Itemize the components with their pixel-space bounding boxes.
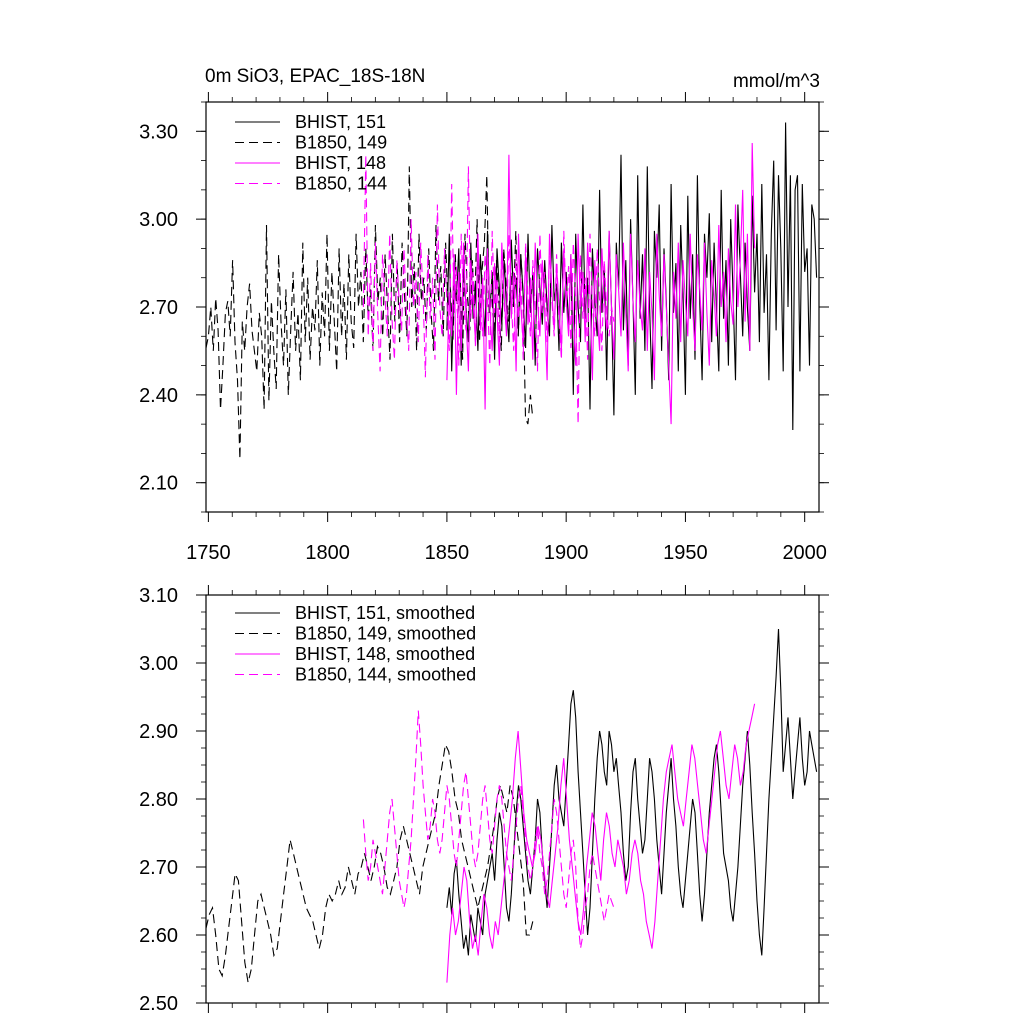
panel-top-title: 0m SiO3, EPAC_18S-18N: [205, 66, 425, 87]
panel-top: 0m SiO3, EPAC_18S-18N mmol/m^3 2.102.402…: [139, 66, 829, 564]
y-tick-label-bottom: 3.00: [139, 653, 178, 675]
y-tick-label-bottom: 2.70: [139, 857, 178, 879]
y-tick-label-top: 3.30: [139, 121, 178, 143]
series-line-bottom-1: [446, 628, 818, 956]
y-tick-label-bottom: 2.50: [139, 993, 178, 1015]
y-tick-label-top: 3.00: [139, 209, 178, 231]
x-tick-label-top: 1800: [305, 542, 350, 564]
legend-label-top-2: B1850, 149: [295, 133, 387, 153]
series-line-top-4: [362, 154, 615, 425]
x-tick-label-top: 1750: [186, 542, 231, 564]
panel-bottom-series: [205, 628, 818, 983]
legend-label-top-4: B1850, 144: [295, 174, 387, 194]
y-tick-label-bottom: 2.90: [139, 721, 178, 743]
x-tick-label-top: 1850: [425, 542, 470, 564]
series-line-bottom-2: [205, 742, 534, 983]
panel-bottom-axes: 2.50 2.60 2.70 2.80 2.90 3.00 3.10: [139, 585, 829, 1015]
y-tick-label-top: 2.70: [139, 297, 178, 319]
legend-label-bottom-1: BHIST, 151, smoothed: [295, 603, 475, 623]
y-tick-label-top: 2.40: [139, 385, 178, 407]
y-tick-label-bottom: 2.60: [139, 925, 178, 947]
x-tick-label-top: 1950: [663, 542, 708, 564]
x-tick-label-top: 2000: [782, 542, 827, 564]
legend-label-top-1: BHIST, 151: [295, 112, 386, 132]
y-tick-label-bottom: 2.80: [139, 789, 178, 811]
legend-label-bottom-4: B1850, 144, smoothed: [295, 665, 476, 685]
series-line-bottom-4: [362, 710, 615, 949]
y-tick-label-bottom: 3.10: [139, 585, 178, 607]
legend-label-bottom-2: B1850, 149, smoothed: [295, 624, 476, 644]
series-line-top-3: [446, 142, 756, 425]
legend-label-bottom-3: BHIST, 148, smoothed: [295, 644, 475, 664]
panel-top-units: mmol/m^3: [733, 71, 820, 92]
panel-bottom: 2.50 2.60 2.70 2.80 2.90 3.00 3.10 BHIST, 151,…: [139, 585, 829, 1015]
panel-top-series: [205, 122, 818, 460]
panel-top-axes: 2.10 2.40 2.70 3.00 3.30 1750 1800 1850 1900 1950…: [139, 92, 829, 564]
y-tick-label-top: 2.10: [139, 473, 178, 495]
x-tick-label-top: 1900: [544, 542, 589, 564]
legend-label-top-3: BHIST, 148: [295, 153, 386, 173]
series-line-bottom-3: [446, 703, 756, 983]
